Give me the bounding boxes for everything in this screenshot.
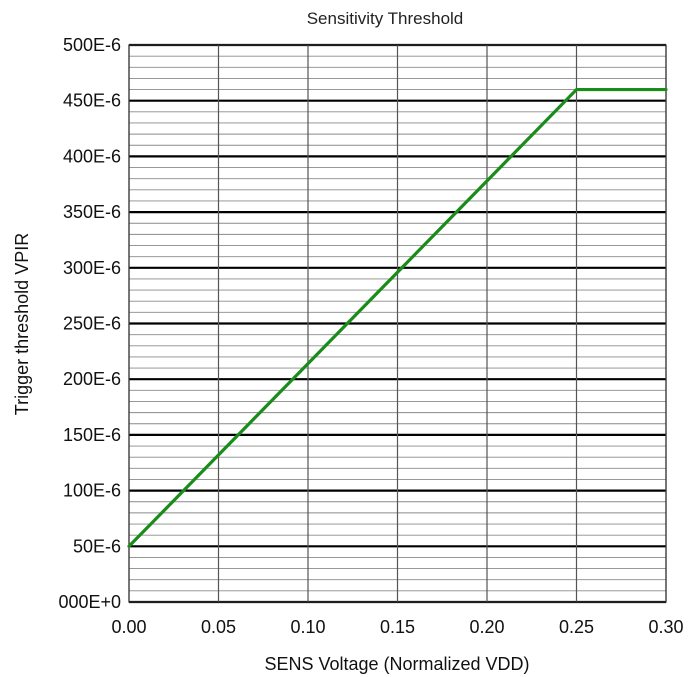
y-tick-label: 400E-6 <box>63 146 121 166</box>
y-tick-label: 50E-6 <box>73 536 121 556</box>
x-tick-label: 0.05 <box>201 617 236 637</box>
y-tick-label: 100E-6 <box>63 481 121 501</box>
y-tick-label: 300E-6 <box>63 258 121 278</box>
x-tick-labels: 0.00 0.05 0.10 0.15 0.20 0.25 0.30 <box>111 617 683 637</box>
plot-border <box>128 44 667 603</box>
major-gridlines <box>128 43 667 604</box>
y-tick-label: 350E-6 <box>63 202 121 222</box>
y-tick-label: 200E-6 <box>63 369 121 389</box>
chart-title: Sensitivity Threshold <box>307 9 464 28</box>
x-tick-label: 0.20 <box>469 617 504 637</box>
y-tick-label: 150E-6 <box>63 425 121 445</box>
x-tick-label: 0.10 <box>290 617 325 637</box>
x-tick-label: 0.00 <box>111 617 146 637</box>
series-line <box>127 87 668 548</box>
y-axis-label: Trigger threshold VPIR <box>12 233 32 415</box>
y-tick-label: 000E+0 <box>58 592 121 612</box>
x-tick-label: 0.15 <box>380 617 415 637</box>
series-layer <box>127 87 668 548</box>
x-tick-label: 0.25 <box>559 617 594 637</box>
y-tick-labels: 000E+0 50E-6 100E-6 150E-6 200E-6 250E-6 300E-… <box>58 35 121 612</box>
y-tick-label: 250E-6 <box>63 314 121 334</box>
x-axis-label: SENS Voltage (Normalized VDD) <box>264 654 529 674</box>
y-tick-label: 500E-6 <box>63 35 121 55</box>
x-tick-label: 0.30 <box>648 617 683 637</box>
y-tick-label: 450E-6 <box>63 91 121 111</box>
